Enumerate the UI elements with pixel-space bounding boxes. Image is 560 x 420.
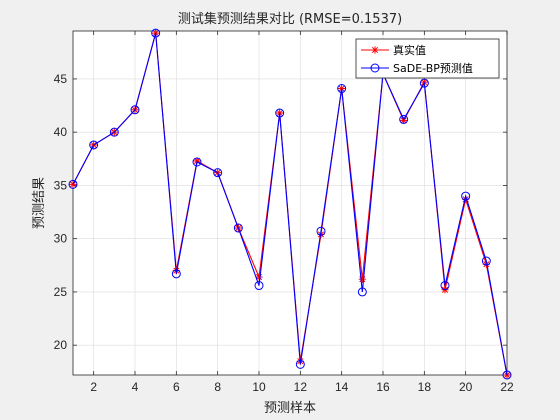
legend-marker-actual <box>371 46 379 54</box>
x-tick-label: 4 <box>132 380 139 394</box>
data-point-circle <box>151 28 161 38</box>
data-point-circle <box>254 281 264 291</box>
data-point-circle <box>192 157 202 167</box>
axes <box>72 30 508 376</box>
y-tick-label: 35 <box>54 178 68 192</box>
x-tick-label: 20 <box>459 380 473 394</box>
legend: 真实值 SaDE-BP预测值 <box>355 38 500 79</box>
data-point-circle <box>130 105 140 115</box>
x-tick-label: 22 <box>500 380 514 394</box>
data-point-circle <box>440 281 450 291</box>
data-point-circle <box>68 179 78 189</box>
data-point-circle <box>171 269 181 279</box>
legend-circle <box>370 63 380 73</box>
ticks: 2 4 6 8 10 12 14 16 18 20 22 20 25 30 35 40 45 <box>54 31 514 394</box>
data-point-circle <box>399 114 409 124</box>
x-tick-label: 10 <box>252 380 266 394</box>
legend-label-actual: 真实值 <box>393 43 426 57</box>
data-point-circle <box>419 78 429 88</box>
y-tick-label: 25 <box>54 285 68 299</box>
x-tick-label: 6 <box>173 380 180 394</box>
data-point-circle <box>502 370 512 380</box>
legend-label-predicted: SaDE-BP预测值 <box>393 62 473 75</box>
data-point-circle <box>481 256 491 266</box>
x-tick-label: 2 <box>90 380 97 394</box>
x-tick-label: 12 <box>294 380 308 394</box>
data-point-circle <box>461 191 471 201</box>
legend-marker-predicted <box>370 63 380 73</box>
series <box>68 28 512 380</box>
legend-box <box>355 38 500 79</box>
x-tick-label: 14 <box>335 380 349 394</box>
data-point-circle <box>295 359 305 369</box>
plot-box <box>72 30 508 376</box>
data-point-circle <box>89 140 99 150</box>
x-tick-label: 18 <box>418 380 432 394</box>
data-point-circle <box>357 287 367 297</box>
data-point-circle <box>275 108 285 118</box>
series-predicted <box>68 28 512 380</box>
x-tick-label: 16 <box>376 380 390 394</box>
data-point-asterisk <box>358 275 366 283</box>
data-point-asterisk <box>255 273 263 281</box>
data-point-circle <box>316 226 326 236</box>
data-point-circle <box>233 223 243 233</box>
y-tick-label: 45 <box>54 72 68 86</box>
x-axis-title: 预测样本 <box>264 401 316 416</box>
y-tick-label: 30 <box>54 232 68 246</box>
data-point-circle <box>337 84 347 94</box>
legend-asterisk <box>371 46 379 54</box>
x-tick-label: 8 <box>214 380 221 394</box>
y-tick-label: 40 <box>54 125 68 139</box>
series-line <box>72 32 508 376</box>
data-point-circle <box>109 127 119 137</box>
plot-area <box>73 31 507 375</box>
y-axis-title: 预测结果 <box>32 177 47 229</box>
chart-title: 测试集预测结果对比 (RMSE=0.1537) <box>178 11 402 27</box>
data-point-circle <box>213 168 223 178</box>
y-tick-label: 20 <box>54 338 68 352</box>
